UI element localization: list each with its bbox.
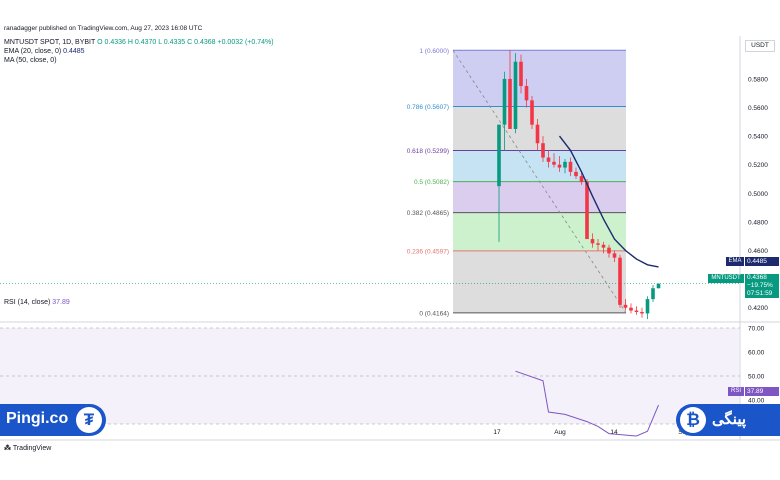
price-tick: 0.5200 bbox=[748, 162, 768, 169]
fib-label-1: 1 (0.6000) bbox=[419, 48, 449, 55]
candle-body bbox=[645, 299, 650, 314]
candle-body bbox=[585, 181, 589, 240]
chart-legend: MNTUSDT SPOT, 1D, BYBIT O 0.4336 H 0.437… bbox=[4, 38, 274, 65]
candle-body bbox=[557, 164, 562, 168]
fib-zone-0.236 bbox=[453, 250, 626, 313]
candle-body bbox=[618, 257, 622, 305]
rsi-label: RSI (14, close) bbox=[4, 299, 51, 306]
ema-label: EMA (20, close, 0) bbox=[4, 48, 62, 55]
ema-value-tag: 0.4485 bbox=[745, 257, 779, 266]
fib-zone-1 bbox=[453, 50, 626, 107]
candle-body bbox=[497, 124, 501, 187]
fib-zone-0.5 bbox=[453, 181, 626, 213]
candle-body bbox=[568, 161, 573, 172]
fib-label-0: 0 (0.4164) bbox=[419, 310, 449, 317]
rsi-band bbox=[0, 328, 740, 424]
candle-body bbox=[612, 253, 617, 258]
ema-legend-value: 0.4485 bbox=[63, 48, 85, 55]
tether-icon: ₮ bbox=[76, 407, 102, 433]
symbol-label: MNTUSDT SPOT, 1D, BYBIT bbox=[4, 39, 96, 46]
brand-name-fa: پینگی bbox=[712, 411, 747, 428]
fib-label-0.236: 0.236 (0.4597) bbox=[407, 248, 449, 255]
rsi-tick: 60.00 bbox=[748, 350, 765, 357]
fib-label-0.5: 0.5 (0.5082) bbox=[414, 179, 449, 186]
candle-body bbox=[590, 239, 595, 244]
ma-label: MA (50, close, 0) bbox=[4, 57, 57, 64]
candle-body bbox=[634, 310, 639, 312]
candle-body bbox=[546, 157, 551, 162]
candle-body bbox=[541, 143, 545, 158]
rsi-line bbox=[515, 370, 659, 437]
candle-body bbox=[552, 161, 556, 165]
fib-zone-0.382 bbox=[453, 212, 626, 251]
symbol-tag: MNTUSDT bbox=[708, 274, 744, 283]
candle-body bbox=[596, 243, 600, 245]
candle-body bbox=[640, 311, 644, 314]
candle-body bbox=[508, 78, 512, 129]
candle-body bbox=[563, 161, 567, 168]
fib-zone-0.618 bbox=[453, 150, 626, 182]
price-tick: 0.5000 bbox=[748, 191, 768, 198]
price-box: 0.4368 −19.75% 07:51:59 bbox=[745, 274, 779, 298]
candle-body bbox=[502, 78, 507, 125]
brand-name: Pingi.co bbox=[6, 410, 69, 427]
price-tick: 0.5600 bbox=[748, 105, 768, 112]
rsi-legend-value: 37.89 bbox=[52, 299, 70, 306]
fib-trend-line bbox=[452, 50, 627, 314]
price-tick: 0.4600 bbox=[748, 248, 768, 255]
candle-body bbox=[530, 100, 534, 125]
candle-body bbox=[535, 124, 540, 144]
rsi-tick: 50.00 bbox=[748, 374, 765, 381]
bitcoin-icon: ₿ bbox=[680, 407, 706, 433]
published-note: ranadagger published on TradingView.com,… bbox=[4, 25, 203, 32]
ema-line bbox=[558, 135, 659, 268]
price-tick: 0.5400 bbox=[748, 134, 768, 141]
price-tick: 0.4200 bbox=[748, 305, 768, 312]
price-tick: 0.5800 bbox=[748, 76, 768, 83]
candle-body bbox=[623, 304, 628, 308]
candle-body bbox=[601, 244, 606, 248]
rsi-tag: RSI bbox=[728, 387, 744, 396]
candle-body bbox=[651, 288, 655, 300]
candle-body bbox=[519, 61, 523, 87]
candle-body bbox=[629, 307, 633, 311]
tradingview-icon: ⁂ bbox=[4, 445, 11, 452]
tradingview-logo: ⁂ TradingView bbox=[4, 444, 51, 452]
price-change: −19.75% bbox=[747, 282, 773, 289]
rsi-value-tag: 37.89 bbox=[745, 387, 779, 396]
fib-label-0.618: 0.618 (0.5299) bbox=[407, 148, 449, 155]
candle-body bbox=[524, 86, 529, 101]
rsi-tick: 40.00 bbox=[748, 398, 765, 405]
countdown: 07:51:59 bbox=[747, 290, 773, 297]
ohlc-values: O 0.4336 H 0.4370 L 0.4335 C 0.4368 +0.0… bbox=[97, 39, 274, 46]
candle-body bbox=[607, 247, 611, 254]
currency-selector[interactable]: USDT bbox=[745, 40, 775, 52]
tradingview-label: TradingView bbox=[12, 445, 52, 452]
candle-body bbox=[574, 171, 578, 177]
price-value: 0.4368 bbox=[747, 274, 767, 281]
fib-zone-0.786 bbox=[453, 106, 626, 151]
fib-label-0.382: 0.382 (0.4865) bbox=[407, 210, 449, 217]
ema-tag: EMA bbox=[726, 257, 744, 266]
candle-body bbox=[579, 176, 584, 182]
candle-body bbox=[656, 283, 661, 289]
rsi-legend: RSI (14, close) 37.89 bbox=[4, 299, 70, 306]
price-tick: 0.4800 bbox=[748, 219, 768, 226]
candle-body bbox=[513, 61, 518, 129]
fib-label-0.786: 0.786 (0.5607) bbox=[407, 104, 449, 111]
time-tick: 14 bbox=[610, 429, 618, 436]
rsi-tick: 70.00 bbox=[748, 326, 765, 333]
time-tick: Aug bbox=[554, 429, 566, 436]
time-tick: 17 bbox=[493, 429, 501, 436]
